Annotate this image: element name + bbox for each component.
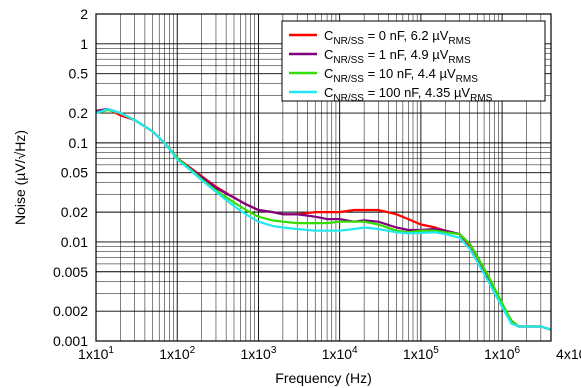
- y-tick-label: 0.05: [61, 165, 88, 181]
- legend-entry: CNR/SS = 100 nF, 4.35 µVRMS: [324, 85, 493, 104]
- x-tick-label: 4x106: [556, 345, 581, 362]
- series-layer: [95, 107, 552, 331]
- y-tick-label: 0.01: [61, 234, 88, 250]
- legend-entry: CNR/SS = 10 nF, 4.4 µVRMS: [324, 66, 478, 85]
- legend-box: [281, 20, 546, 102]
- y-axis-title: Noise (µV/√Hz): [12, 130, 28, 225]
- y-tick-label: 1: [80, 36, 88, 52]
- x-tick-label: 1x106: [484, 345, 520, 362]
- y-tick-label: 2: [80, 6, 88, 22]
- x-tick-label: 1x101: [78, 345, 114, 362]
- x-tick-label: 1x102: [159, 345, 195, 362]
- x-tick-labels: 1x101 1x102 1x103 1x104 1x105 1x106 4x106: [78, 345, 581, 362]
- legend-entry: CNR/SS = 0 nF, 6.2 µVRMS: [324, 28, 471, 47]
- y-tick-labels: 0.001 0.002 0.005 0.01 0.02 0.05 0.1 0.2 0.5 1 2: [53, 6, 88, 349]
- y-tick-label: 0.1: [69, 135, 89, 151]
- y-tick-label: 0.001: [53, 333, 88, 349]
- x-tick-label: 1x104: [322, 345, 358, 362]
- series-line-4: [95, 107, 552, 331]
- plot-frame: [95, 13, 552, 342]
- y-tick-label: 0.002: [53, 303, 88, 319]
- y-tick-label: 0.2: [69, 105, 89, 121]
- y-tick-label: 0.5: [69, 66, 89, 82]
- x-tick-label: 1x103: [240, 345, 276, 362]
- y-tick-label: 0.005: [53, 264, 88, 280]
- y-tick-label: 0.02: [61, 204, 88, 220]
- x-axis-title: Frequency (Hz): [275, 370, 371, 386]
- legend-entry: CNR/SS = 1 nF, 4.9 µVRMS: [324, 47, 471, 66]
- x-tick-label: 1x105: [403, 345, 439, 362]
